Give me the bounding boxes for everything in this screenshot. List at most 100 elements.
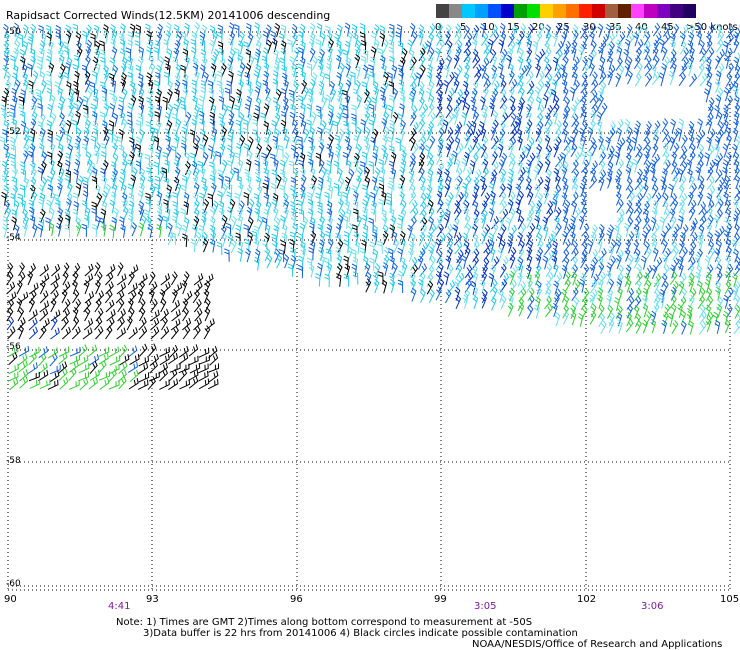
wind-barb (501, 103, 508, 118)
wind-barb (281, 126, 288, 141)
wind-barb (483, 79, 492, 93)
wind-barb (116, 327, 126, 340)
wind-barb (55, 222, 62, 237)
wind-barb (371, 231, 378, 245)
wind-barb (149, 126, 156, 141)
wind-barb (661, 46, 668, 61)
wind-barb (279, 184, 285, 198)
wind-barb (324, 191, 330, 206)
wind-barb (587, 54, 594, 69)
wind-barb (652, 120, 661, 134)
wind-barb (59, 377, 69, 390)
wind-barb (471, 80, 479, 95)
wind-barb (181, 224, 188, 239)
wind-barb (287, 263, 294, 277)
wind-barb (146, 167, 152, 181)
wind-barb (162, 215, 168, 230)
wind-barb (194, 135, 201, 150)
wind-barb (471, 215, 479, 230)
wind-barb (72, 262, 81, 277)
wind-barb (164, 128, 170, 143)
wind-barb (716, 198, 724, 213)
wind-barb (447, 87, 455, 102)
wind-barb (336, 190, 343, 205)
wind-barb (316, 111, 323, 126)
wind-barb (318, 239, 325, 254)
wind-barb (642, 294, 648, 309)
wind-barb (696, 31, 703, 46)
wind-barb (364, 71, 370, 86)
wind-barb (570, 247, 579, 262)
wind-barb (725, 238, 732, 253)
wind-barb (297, 94, 304, 109)
wind-barb (117, 104, 124, 119)
wind-barb (644, 159, 652, 174)
wind-barb (473, 208, 480, 224)
wind-barb (429, 135, 436, 150)
wind-barb (308, 263, 315, 278)
wind-barb (197, 103, 204, 118)
wind-barb (707, 231, 713, 246)
wind-barb (208, 363, 219, 373)
wind-barb (715, 94, 722, 109)
wind-barb (726, 81, 735, 95)
wind-barb (190, 238, 196, 253)
wind-barb (325, 230, 331, 245)
wind-barb (356, 94, 363, 109)
wind-barb (182, 72, 189, 88)
wind-barb (156, 224, 162, 238)
colorbar-swatch (670, 4, 683, 18)
wind-barb (614, 296, 620, 312)
wind-barb (353, 134, 359, 149)
wind-barb (731, 143, 738, 158)
wind-barb (618, 64, 625, 79)
wind-barb (156, 64, 162, 79)
wind-barb (28, 87, 34, 101)
wind-barb (435, 286, 442, 301)
wind-barb (690, 222, 697, 237)
wind-barb (48, 207, 55, 222)
wind-barb (254, 86, 261, 101)
wind-barb (624, 38, 631, 53)
wind-barb (581, 288, 590, 303)
wind-barb (509, 287, 515, 302)
wind-barb (372, 80, 379, 95)
wind-barb (479, 175, 486, 190)
wind-barb (723, 230, 730, 245)
wind-barb (381, 102, 388, 117)
wind-barb (425, 40, 432, 55)
wind-barb (83, 318, 94, 331)
wind-barb (211, 71, 217, 86)
wind-barb (397, 183, 404, 198)
wind-barb (392, 87, 399, 103)
wind-barb (617, 287, 623, 302)
wind-barb (283, 79, 289, 94)
wind-barb (388, 177, 395, 191)
wind-barb (353, 158, 359, 173)
wind-barb (723, 87, 730, 102)
wind-barb (184, 55, 190, 70)
wind-barb (67, 94, 74, 109)
wind-barb (164, 112, 171, 127)
wind-barb (464, 246, 471, 261)
wind-barb (225, 222, 232, 237)
wind-barb (525, 103, 532, 118)
wind-barb (209, 206, 216, 221)
wind-barb (149, 353, 159, 366)
wind-barb (185, 111, 192, 126)
wind-barb (328, 150, 334, 165)
wind-barb (18, 345, 30, 357)
wind-barb (308, 247, 314, 261)
wind-barb (28, 150, 34, 165)
wind-barb (161, 167, 167, 181)
wind-barb (676, 127, 683, 142)
wind-barb (180, 31, 187, 46)
wind-barb (689, 182, 698, 197)
wind-barb (608, 246, 614, 261)
wind-barb (508, 142, 514, 157)
wind-barb (517, 263, 524, 278)
note-line-1: Note: 1) Times are GMT 2)Times along bot… (116, 617, 533, 628)
wind-barb (273, 142, 280, 158)
wind-barb (184, 161, 191, 176)
wind-barb (731, 239, 738, 254)
